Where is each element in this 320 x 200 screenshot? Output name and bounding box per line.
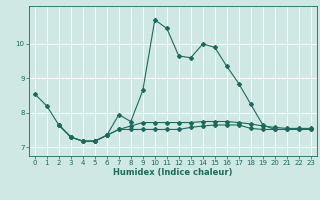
X-axis label: Humidex (Indice chaleur): Humidex (Indice chaleur) (113, 168, 233, 177)
